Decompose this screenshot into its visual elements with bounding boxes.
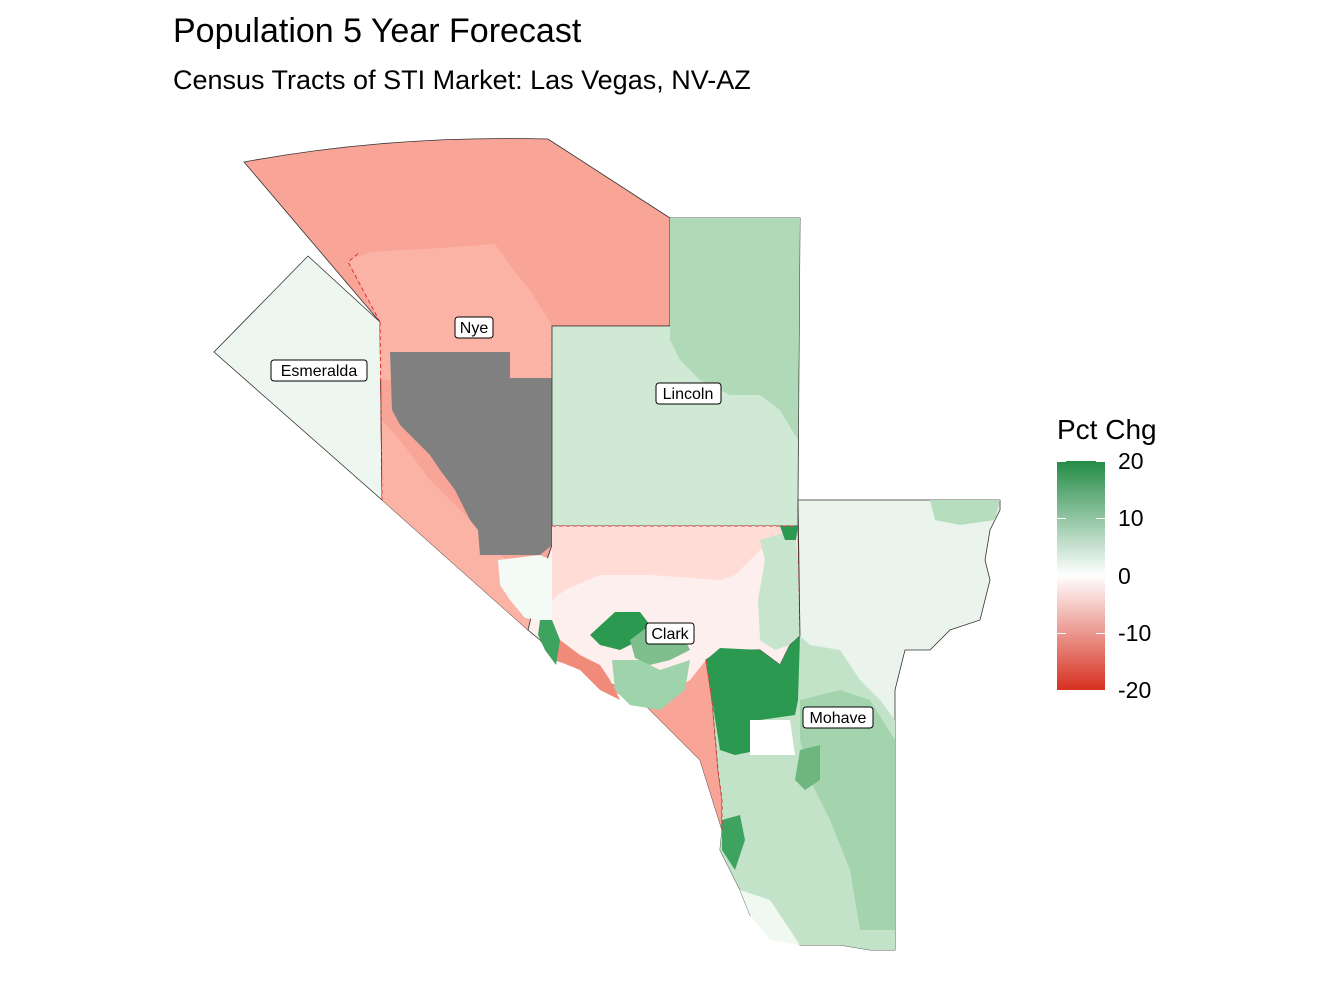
legend-tick-mark <box>1096 632 1105 634</box>
label-mohave-text: Mohave <box>810 710 867 727</box>
legend-tick-label: 10 <box>1118 505 1144 532</box>
legend-tick-mark <box>1096 690 1105 691</box>
label-nye: Nye <box>454 316 494 339</box>
legend-tick-mark <box>1057 518 1066 520</box>
legend-tick-mark <box>1096 575 1105 577</box>
legend-tick-mark <box>1057 690 1066 691</box>
label-lincoln-text: Lincoln <box>663 386 714 403</box>
label-esmeralda-text: Esmeralda <box>281 363 358 380</box>
legend-tick-mark <box>1057 461 1066 462</box>
label-lincoln: Lincoln <box>655 382 722 405</box>
legend-tick-label: -20 <box>1118 677 1152 703</box>
legend-tick-label: -10 <box>1118 619 1152 646</box>
legend-tick-mark <box>1057 632 1066 634</box>
county-lincoln <box>551 217 801 527</box>
missing-data-area <box>390 352 552 555</box>
label-esmeralda: Esmeralda <box>270 359 368 382</box>
map-subtitle: Census Tracts of STI Market: Las Vegas, … <box>173 65 751 95</box>
label-mohave: Mohave <box>802 706 874 729</box>
legend-tick-label: 0 <box>1118 562 1131 589</box>
legend-tick-label: 20 <box>1118 448 1144 474</box>
county-clark <box>498 525 801 831</box>
label-clark: Clark <box>645 622 695 645</box>
label-clark-text: Clark <box>651 626 689 643</box>
map-title: Population 5 Year Forecast <box>173 12 582 50</box>
legend-tick-mark <box>1096 518 1105 520</box>
label-nye-text: Nye <box>460 320 489 337</box>
legend-title: Pct Chg <box>1057 414 1157 445</box>
legend-tick-mark <box>1057 575 1066 577</box>
legend-tick-mark <box>1096 461 1105 462</box>
